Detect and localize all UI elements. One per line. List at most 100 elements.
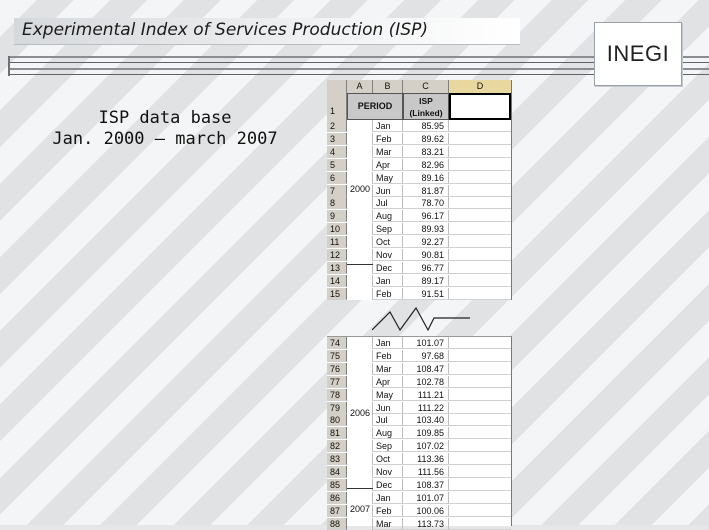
- table-row: 80 Jul 103.40: [327, 414, 511, 427]
- caption-line-2: Jan. 2000 – march 2007: [52, 129, 278, 149]
- empty-cell: [449, 210, 511, 223]
- month-cell: Jun: [373, 184, 403, 197]
- isp-value-cell: 85.95: [403, 120, 449, 132]
- table-row: 76 Mar 108.47: [327, 362, 511, 375]
- empty-cell: [449, 518, 511, 530]
- empty-cell: [449, 466, 511, 478]
- year-column-cell: [347, 375, 373, 388]
- table-row: 10 Sep 89.93: [327, 223, 511, 236]
- column-header-b: B: [373, 80, 403, 93]
- empty-cell: [449, 402, 511, 414]
- table-row: 81 Aug 109.85: [327, 427, 511, 440]
- table-row: 88 Mar 113.73: [327, 517, 511, 530]
- year-column-cell: [347, 440, 373, 453]
- year-column-cell: [347, 158, 373, 171]
- header-rule: [8, 62, 709, 63]
- empty-cell: [449, 492, 511, 504]
- empty-cell: [449, 389, 511, 401]
- isp-value-cell: 113.36: [403, 453, 449, 466]
- isp-value-cell: 83.21: [403, 145, 449, 158]
- table-row: 85 Dec 108.37: [327, 478, 511, 491]
- year-divider: [347, 264, 373, 265]
- row-number: 12: [327, 249, 347, 261]
- row-number: 82: [327, 440, 347, 453]
- month-cell: Apr: [373, 158, 403, 171]
- header-rule: [8, 56, 709, 58]
- row-number: 84: [327, 466, 347, 478]
- month-cell: Jul: [373, 414, 403, 427]
- empty-cell: [449, 262, 511, 274]
- row-number: 76: [327, 362, 347, 375]
- isp-value-cell: 113.73: [403, 517, 449, 530]
- empty-cell: [449, 350, 511, 362]
- row-number: 7: [327, 184, 347, 197]
- year-column-cell: [347, 466, 373, 478]
- empty-cell: [449, 363, 511, 375]
- year-column-cell: [347, 401, 373, 414]
- isp-value-cell: 81.87: [403, 184, 449, 197]
- empty-cell: [449, 427, 511, 440]
- year-column-cell: [347, 145, 373, 158]
- row-number: 10: [327, 223, 347, 236]
- header-rule-cap: [8, 56, 10, 76]
- year-column-cell: [347, 184, 373, 197]
- month-cell: Jan: [373, 491, 403, 504]
- isp-header-line-1: ISP: [419, 96, 433, 106]
- month-cell: Feb: [373, 132, 403, 145]
- isp-value-cell: 101.07: [403, 491, 449, 504]
- row-number: 80: [327, 414, 347, 427]
- table-row: 2 Jan 85.95: [327, 120, 511, 132]
- selected-cell: [449, 93, 511, 120]
- month-cell: Dec: [373, 261, 403, 274]
- year-divider: [347, 488, 373, 489]
- isp-value-cell: 89.16: [403, 171, 449, 184]
- table-row: 83 Oct 113.36: [327, 453, 511, 466]
- isp-value-cell: 91.51: [403, 287, 449, 300]
- table-row: 14 Jan 89.17: [327, 274, 511, 287]
- column-header-c: C: [403, 80, 449, 93]
- year-column-cell: [347, 197, 373, 210]
- empty-cell: [449, 185, 511, 197]
- isp-value-cell: 89.17: [403, 274, 449, 287]
- table-row: 82 Sep 107.02: [327, 440, 511, 453]
- spreadsheet-bottom: 74 Jan 101.07 75 Feb 97.68 76 Mar 108.47 77 Apr 102…: [327, 336, 512, 530]
- year-column-cell: [347, 249, 373, 261]
- empty-cell: [449, 376, 511, 388]
- table-row: 3 Feb 89.62: [327, 132, 511, 145]
- year-column-cell: [347, 261, 373, 274]
- month-cell: Sep: [373, 440, 403, 453]
- year-column-cell: [347, 337, 373, 349]
- month-cell: May: [373, 388, 403, 401]
- month-cell: Feb: [373, 504, 403, 517]
- empty-cell: [449, 453, 511, 466]
- isp-value-cell: 97.68: [403, 349, 449, 362]
- year-column-cell: [347, 132, 373, 145]
- table-row: 13 Dec 96.77: [327, 261, 511, 274]
- row-number: 11: [327, 236, 347, 249]
- month-cell: Mar: [373, 362, 403, 375]
- empty-cell: [449, 172, 511, 184]
- header-rule: [8, 68, 709, 70]
- title-bar: [14, 18, 520, 45]
- row-number: 77: [327, 375, 347, 388]
- row-number: 75: [327, 349, 347, 362]
- empty-cell: [449, 414, 511, 427]
- empty-cell: [449, 479, 511, 491]
- month-cell: Oct: [373, 453, 403, 466]
- year-column-cell: [347, 223, 373, 236]
- column-header-row: A B C D: [327, 80, 511, 94]
- table-row: 9 Aug 96.17: [327, 210, 511, 223]
- year-column-cell: [347, 478, 373, 491]
- year-column-cell: [347, 453, 373, 466]
- month-cell: May: [373, 171, 403, 184]
- row-number: 2: [327, 120, 347, 132]
- table-row: 15 Feb 91.51: [327, 287, 511, 300]
- month-cell: Mar: [373, 517, 403, 530]
- row-number: 81: [327, 427, 347, 440]
- isp-value-cell: 89.62: [403, 132, 449, 145]
- isp-value-cell: 111.21: [403, 388, 449, 401]
- table-row: 75 Feb 97.68: [327, 349, 511, 362]
- table-row: 74 Jan 101.07: [327, 337, 511, 349]
- isp-value-cell: 78.70: [403, 197, 449, 210]
- isp-value-cell: 111.56: [403, 466, 449, 478]
